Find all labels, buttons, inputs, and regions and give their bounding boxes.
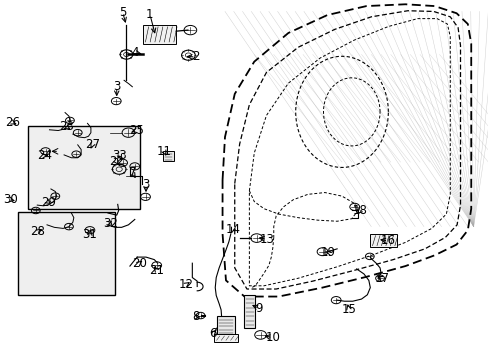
Text: 14: 14 bbox=[225, 223, 240, 236]
Text: 1: 1 bbox=[146, 8, 153, 21]
Text: 12: 12 bbox=[178, 278, 193, 291]
Text: 18: 18 bbox=[352, 204, 367, 217]
Text: 27: 27 bbox=[85, 138, 100, 151]
Text: 8: 8 bbox=[192, 310, 199, 324]
Text: 17: 17 bbox=[374, 272, 389, 285]
Text: 25: 25 bbox=[128, 124, 143, 137]
Text: 30: 30 bbox=[3, 193, 18, 206]
Bar bbox=[369, 234, 396, 247]
Text: 15: 15 bbox=[341, 303, 356, 316]
Bar bbox=[163, 151, 173, 161]
Bar bbox=[244, 296, 255, 328]
Text: 4: 4 bbox=[131, 46, 138, 59]
Text: 2: 2 bbox=[192, 50, 199, 63]
Text: 22: 22 bbox=[108, 155, 123, 168]
Text: 32: 32 bbox=[103, 217, 118, 230]
Bar bbox=[216, 316, 235, 335]
Text: 9: 9 bbox=[255, 302, 263, 315]
Text: 7: 7 bbox=[128, 166, 136, 179]
Bar bbox=[18, 212, 115, 295]
Text: 19: 19 bbox=[320, 246, 335, 259]
Text: 3: 3 bbox=[142, 178, 149, 191]
Text: 10: 10 bbox=[265, 331, 280, 344]
Text: 23: 23 bbox=[59, 121, 74, 134]
Bar bbox=[143, 25, 176, 44]
Text: 24: 24 bbox=[37, 149, 52, 162]
Text: 6: 6 bbox=[209, 327, 216, 340]
Text: 20: 20 bbox=[131, 257, 146, 270]
Text: 11: 11 bbox=[156, 145, 171, 158]
Bar bbox=[214, 334, 237, 342]
Text: 3: 3 bbox=[113, 80, 120, 93]
Bar bbox=[27, 126, 140, 209]
Text: 29: 29 bbox=[41, 196, 56, 209]
Text: 28: 28 bbox=[30, 225, 44, 238]
Text: 16: 16 bbox=[380, 234, 395, 247]
Text: 21: 21 bbox=[149, 264, 164, 277]
Text: 26: 26 bbox=[5, 116, 20, 129]
Text: 31: 31 bbox=[82, 228, 97, 241]
Text: 33: 33 bbox=[112, 149, 127, 162]
Text: 5: 5 bbox=[119, 6, 126, 19]
Text: 13: 13 bbox=[259, 233, 274, 246]
